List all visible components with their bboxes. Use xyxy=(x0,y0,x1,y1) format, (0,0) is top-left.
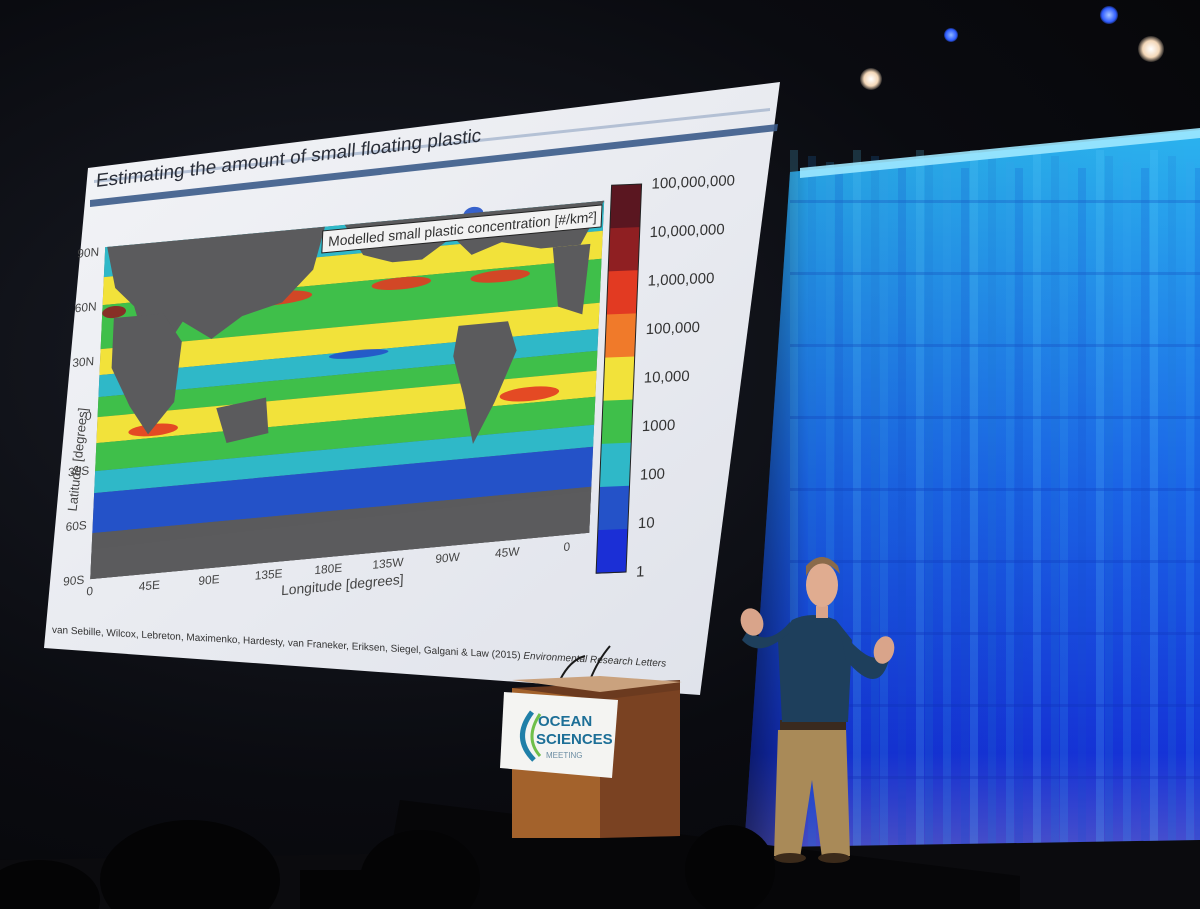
latitude-tick-label: 0 xyxy=(85,409,93,424)
colorbar-tick-label: 100 xyxy=(640,466,666,484)
longitude-tick-label: 180E xyxy=(314,561,342,578)
speaker xyxy=(740,557,895,863)
longitude-tick-label: 90W xyxy=(435,550,461,566)
blue-ceiling-light xyxy=(944,28,958,42)
blue-ceiling-light xyxy=(1100,6,1118,24)
audience-silhouettes xyxy=(0,820,775,909)
longitude-tick-label: 90E xyxy=(198,572,220,588)
colorbar-segment xyxy=(597,485,630,531)
latitude-tick-label: 90S xyxy=(63,573,85,589)
latitude-tick-label: 90N xyxy=(77,245,99,261)
stage-spotlight xyxy=(1138,36,1164,62)
stage-spotlight xyxy=(860,68,882,90)
map-title-box xyxy=(321,204,603,254)
colorbar-segment xyxy=(602,356,635,402)
colorbar-segment xyxy=(606,270,639,316)
colorbar-tick-label: 10,000,000 xyxy=(649,221,725,241)
colorbar-segment xyxy=(609,183,642,229)
latitude-tick-label: 30S xyxy=(68,463,90,479)
colorbar-tick-label: 1 xyxy=(636,563,645,580)
longitude-tick-label: 0 xyxy=(86,584,94,599)
colorbar-segment xyxy=(604,313,637,359)
led-strip xyxy=(800,128,1200,178)
longitude-tick-label: 45E xyxy=(138,578,160,594)
logo-line-1: OCEAN xyxy=(538,713,592,730)
podium: OCEAN SCIENCES MEETING xyxy=(500,676,682,838)
colorbar: 100,000,000 10,000,000 1,000,000 100,000 10,… xyxy=(595,172,735,581)
colorbar-tick-label: 100,000,000 xyxy=(651,172,735,192)
latitude-tick-label: 60S xyxy=(65,518,87,534)
colorbar-segment xyxy=(608,227,640,272)
longitude-tick-label: 135W xyxy=(372,555,404,572)
colorbar-segment xyxy=(599,442,632,488)
colorbar-tick-label: 10,000 xyxy=(643,368,690,387)
latitude-tick-label: 30N xyxy=(72,354,94,370)
colorbar-segment xyxy=(601,399,633,445)
colorbar-tick-label: 100,000 xyxy=(645,319,700,338)
colorbar-tick-label: 1000 xyxy=(642,417,676,435)
colorbar-segment xyxy=(596,528,628,574)
colorbar-tick-label: 10 xyxy=(638,514,655,532)
logo-line-2: SCIENCES xyxy=(536,731,613,748)
logo-swoosh-icon xyxy=(520,710,536,762)
logo-swoosh-icon xyxy=(530,713,542,757)
longitude-tick-label: 45W xyxy=(495,544,521,560)
microphone xyxy=(559,645,611,681)
longitude-tick-label: 0 xyxy=(563,539,571,554)
latitude-tick-label: 60N xyxy=(75,299,97,315)
colorbar-tick-label: 1,000,000 xyxy=(647,270,714,290)
logo-line-3: MEETING xyxy=(546,751,582,760)
longitude-tick-label: 135E xyxy=(254,566,282,583)
